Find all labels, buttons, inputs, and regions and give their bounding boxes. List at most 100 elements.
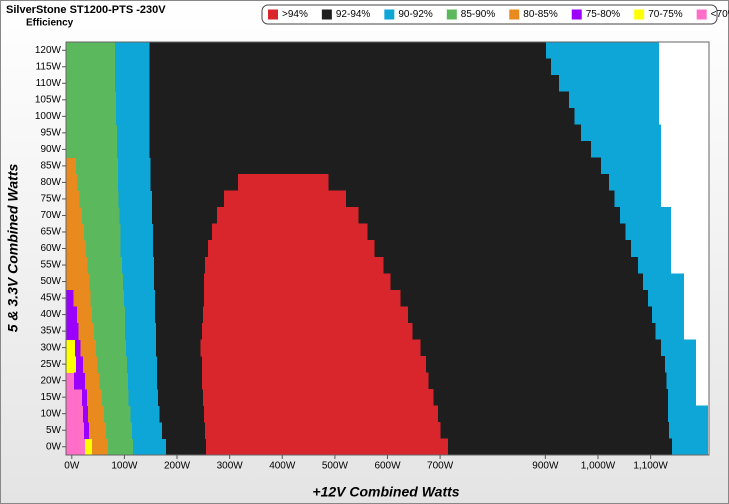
- efficiency-cell: [66, 157, 77, 175]
- x-tick-label: 600W: [374, 461, 401, 472]
- efficiency-cell: [66, 438, 86, 456]
- y-tick-label: 35W: [40, 326, 61, 337]
- efficiency-cell: [66, 339, 76, 357]
- efficiency-cell: [608, 174, 661, 192]
- efficiency-cell: [114, 75, 151, 92]
- efficiency-cell: [66, 42, 116, 59]
- y-tick-label: 80W: [40, 177, 61, 188]
- efficiency-cell: [114, 58, 151, 76]
- efficiency-cell: [433, 388, 668, 406]
- efficiency-cell: [124, 306, 156, 324]
- efficiency-cell: [118, 157, 152, 175]
- efficiency-cell: [217, 207, 359, 225]
- efficiency-cell: [89, 421, 107, 439]
- efficiency-cell: [208, 240, 375, 258]
- y-tick-label: 5W: [46, 425, 62, 436]
- efficiency-cell: [75, 355, 84, 373]
- efficiency-cell: [165, 438, 207, 456]
- efficiency-cell: [81, 207, 121, 225]
- efficiency-cell: [157, 372, 203, 390]
- efficiency-cell: [66, 273, 91, 291]
- efficiency-cell: [202, 388, 434, 406]
- efficiency-cell: [127, 355, 158, 373]
- y-tick-label: 30W: [40, 342, 61, 353]
- y-tick-label: 25W: [40, 359, 61, 370]
- efficiency-cell: [149, 108, 575, 125]
- legend-swatch: [571, 9, 582, 20]
- efficiency-cell: [121, 256, 155, 274]
- y-tick-label: 90W: [40, 144, 61, 155]
- efficiency-cell: [84, 372, 101, 390]
- efficiency-cell: [358, 207, 620, 225]
- efficiency-cell: [568, 91, 659, 109]
- efficiency-cell: [600, 157, 661, 175]
- efficiency-cell: [117, 124, 151, 142]
- efficiency-cell: [345, 190, 615, 208]
- efficiency-cell: [66, 207, 83, 225]
- efficiency-cell: [115, 91, 151, 109]
- efficiency-cell: [154, 306, 204, 324]
- efficiency-cell: [66, 141, 118, 159]
- efficiency-cell: [79, 190, 120, 208]
- efficiency-cell: [437, 405, 668, 423]
- efficiency-cell: [81, 388, 88, 406]
- efficiency-cell: [671, 438, 708, 456]
- efficiency-cell: [651, 306, 685, 324]
- efficiency-cell: [374, 240, 631, 258]
- efficiency-cell: [89, 273, 124, 291]
- efficiency-cell: [74, 339, 82, 357]
- x-tick-label: 900W: [532, 461, 559, 472]
- efficiency-cell: [83, 223, 122, 241]
- efficiency-cell: [84, 438, 93, 456]
- efficiency-cell: [328, 174, 609, 192]
- efficiency-cell: [149, 141, 592, 159]
- x-tick-label: 1,100W: [633, 461, 668, 472]
- efficiency-cell: [158, 388, 204, 406]
- efficiency-cell: [151, 207, 218, 225]
- efficiency-cell: [66, 289, 74, 307]
- efficiency-cell: [108, 438, 134, 456]
- legend-label: 92-94%: [336, 9, 371, 20]
- efficiency-cell: [114, 42, 151, 59]
- efficiency-cell: [149, 42, 546, 59]
- efficiency-cell: [123, 289, 156, 307]
- efficiency-cell: [66, 306, 78, 324]
- efficiency-cell: [155, 322, 203, 340]
- efficiency-cell: [203, 405, 438, 423]
- efficiency-cell: [202, 306, 408, 324]
- efficiency-cell: [667, 388, 697, 406]
- legend-label: 70-75%: [648, 9, 683, 20]
- y-tick-label: 100W: [35, 111, 62, 122]
- efficiency-cell: [132, 438, 167, 456]
- efficiency-cell: [655, 322, 685, 340]
- efficiency-cell: [120, 223, 154, 241]
- efficiency-cell: [428, 372, 667, 390]
- legend-label: 80-85%: [523, 9, 558, 20]
- efficiency-cell: [205, 438, 448, 456]
- efficiency-cell: [366, 223, 626, 241]
- efficiency-cell: [200, 339, 421, 357]
- efficiency-cell: [223, 190, 346, 208]
- y-tick-label: 105W: [35, 94, 62, 105]
- legend-swatch: [696, 9, 707, 20]
- efficiency-cell: [130, 405, 161, 423]
- efficiency-cell: [425, 355, 666, 373]
- efficiency-cell: [66, 108, 117, 125]
- efficiency-cell: [201, 322, 413, 340]
- y-tick-label: 70W: [40, 210, 61, 221]
- efficiency-cell: [149, 124, 582, 142]
- legend-label: >94%: [282, 9, 308, 20]
- efficiency-cell: [66, 75, 116, 92]
- efficiency-cell: [118, 190, 153, 208]
- efficiency-cell: [66, 174, 78, 192]
- efficiency-cell: [125, 339, 157, 357]
- x-tick-label: 0W: [64, 461, 80, 472]
- efficiency-cell: [101, 388, 130, 406]
- efficiency-cell: [161, 421, 206, 439]
- efficiency-cell: [642, 273, 685, 291]
- efficiency-cell: [105, 421, 133, 439]
- efficiency-cell: [88, 405, 105, 423]
- y-tick-label: 0W: [46, 441, 62, 452]
- efficiency-cell: [580, 124, 661, 142]
- efficiency-cell: [73, 372, 86, 390]
